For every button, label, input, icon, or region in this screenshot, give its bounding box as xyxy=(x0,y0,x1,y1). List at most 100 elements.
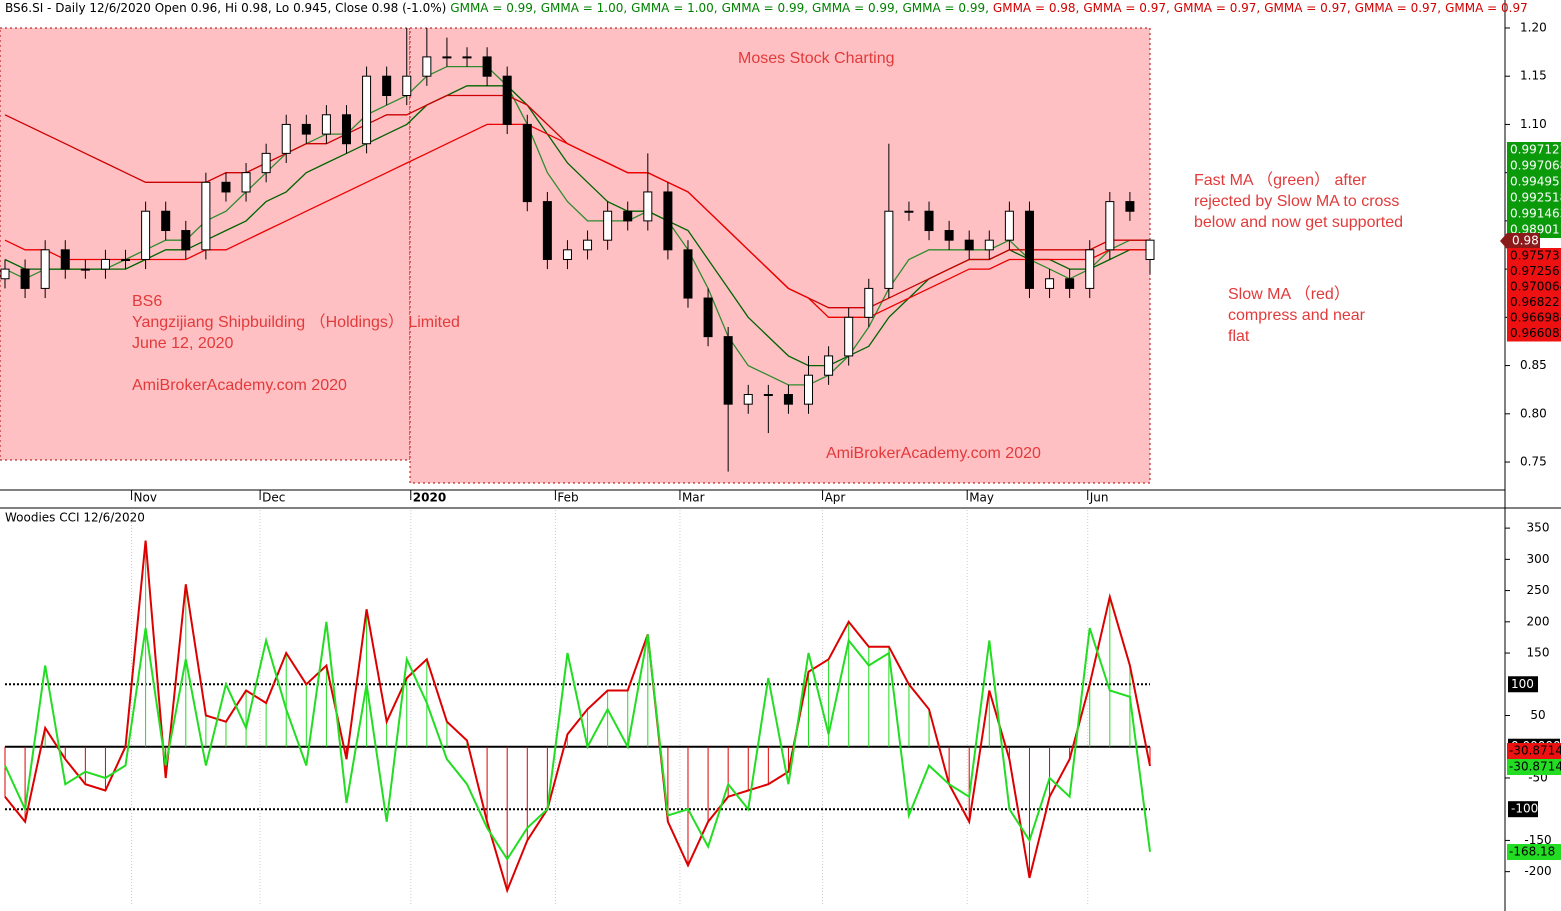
candle-body xyxy=(844,316,854,357)
candle-body xyxy=(1024,210,1034,289)
annotation: compress and near xyxy=(1228,307,1366,324)
candle-body xyxy=(683,249,693,299)
candle-body xyxy=(442,56,452,59)
value-label: -168.18 xyxy=(1509,845,1555,859)
value-box xyxy=(1500,233,1540,249)
candle-body xyxy=(884,210,894,289)
cci-line xyxy=(4,621,1151,862)
value-label: 0.97256 xyxy=(1510,264,1560,278)
y-tick-label: 50 xyxy=(1530,708,1545,722)
y-tick-label: 150 xyxy=(1527,646,1550,660)
candle-body xyxy=(864,287,874,318)
y-tick-label: 250 xyxy=(1527,583,1550,597)
candle-body xyxy=(20,268,30,289)
candle-body xyxy=(542,201,552,260)
candle-body xyxy=(462,56,472,59)
annotation: Moses Stock Charting xyxy=(738,50,895,67)
x-tick-label: Nov xyxy=(134,491,157,505)
candle-body xyxy=(482,56,492,77)
candle-body xyxy=(964,239,974,251)
value-label: -100 xyxy=(1511,802,1538,816)
candle-body xyxy=(1045,278,1055,289)
x-tick-label: Apr xyxy=(825,491,846,505)
candle-body xyxy=(1125,201,1135,212)
value-box xyxy=(1508,676,1538,693)
candle-body xyxy=(703,297,713,338)
plot-area xyxy=(0,27,1155,905)
legend-entry: GMMA = 0.97 xyxy=(1445,1,1528,15)
candle-body xyxy=(904,210,914,213)
value-label: -30.8714 xyxy=(1509,744,1561,758)
value-label: 0.992518 xyxy=(1510,191,1561,205)
chart-header: BS6.SI - Daily 12/6/2020 Open 0.96, Hi 0… xyxy=(5,1,1528,15)
cci-line xyxy=(4,540,1151,894)
candle-body xyxy=(141,210,151,260)
value-label: -30.8714 xyxy=(1509,760,1561,774)
y-tick-label: 300 xyxy=(1527,552,1550,566)
candle-body xyxy=(1065,278,1075,289)
value-box xyxy=(1507,325,1561,342)
annotation: below and now get supported xyxy=(1194,214,1403,231)
x-tick-label: Dec xyxy=(262,491,285,505)
candle-body xyxy=(80,268,90,271)
value-box xyxy=(1507,142,1561,158)
moving-average-line xyxy=(4,123,1150,318)
annotation: flat xyxy=(1228,328,1250,345)
candle-body xyxy=(663,191,673,251)
candle-body xyxy=(121,258,131,261)
candle-body xyxy=(763,394,773,397)
candle-body xyxy=(623,210,633,222)
legend-entry: GMMA = 0.99, xyxy=(450,1,536,15)
value-box xyxy=(1507,190,1561,206)
y-tick-label: 0.75 xyxy=(1520,455,1547,469)
legend-entry: GMMA = 0.99, xyxy=(812,1,898,15)
candle-body xyxy=(562,249,572,260)
candle-body xyxy=(261,152,271,174)
candle-body xyxy=(583,239,593,251)
candle-body xyxy=(643,191,653,222)
legend-entry: GMMA = 0.98, xyxy=(993,1,1079,15)
candle-body xyxy=(723,336,733,405)
y-tick-label: -150 xyxy=(1524,833,1551,847)
legend-entry: GMMA = 1.00, xyxy=(631,1,717,15)
candle-body xyxy=(402,75,412,96)
candle-body xyxy=(301,123,311,135)
value-label: 0.96822 xyxy=(1510,295,1560,309)
value-label: 0.994951 xyxy=(1510,175,1561,189)
candle-body xyxy=(783,394,793,405)
annotation: June 12, 2020 xyxy=(132,335,234,352)
candle-body xyxy=(341,114,351,145)
x-tick-label: Mar xyxy=(682,491,705,505)
candle-body xyxy=(241,172,251,193)
legend-entry: GMMA = 1.00, xyxy=(541,1,627,15)
candle-body xyxy=(1105,201,1115,251)
candle-body xyxy=(944,230,954,241)
panel-title: Woodies CCI 12/6/2020 xyxy=(5,511,145,525)
candle-body xyxy=(603,210,613,241)
annotation: BS6 xyxy=(132,293,162,310)
value-box xyxy=(1507,158,1561,174)
y-tick-label: 1.10 xyxy=(1520,117,1547,131)
candle-body xyxy=(100,258,110,270)
value-box xyxy=(1507,844,1561,860)
header-title: BS6.SI - Daily 12/6/2020 Open 0.96, Hi 0… xyxy=(5,1,446,15)
candle-body xyxy=(984,239,994,251)
value-label: 0.991463 xyxy=(1510,207,1561,221)
value-box xyxy=(1507,310,1561,326)
y-tick-label: 0.80 xyxy=(1520,406,1547,420)
candle-body xyxy=(824,355,834,376)
candle-body xyxy=(0,268,10,280)
value-box xyxy=(1507,743,1561,759)
candle-body xyxy=(60,249,70,270)
annotation: Fast MA （green） after xyxy=(1194,171,1367,189)
candle-body xyxy=(221,181,231,193)
value-label: 0.966082 xyxy=(1510,326,1561,340)
candle-body xyxy=(422,56,432,77)
value-label: 0.966984 xyxy=(1510,311,1561,325)
candle-body xyxy=(181,230,191,251)
x-tick-label: Feb xyxy=(557,491,578,505)
value-label: 0.97573 xyxy=(1510,249,1560,263)
x-tick-label: Jun xyxy=(1089,491,1109,505)
candle-body xyxy=(382,75,392,96)
